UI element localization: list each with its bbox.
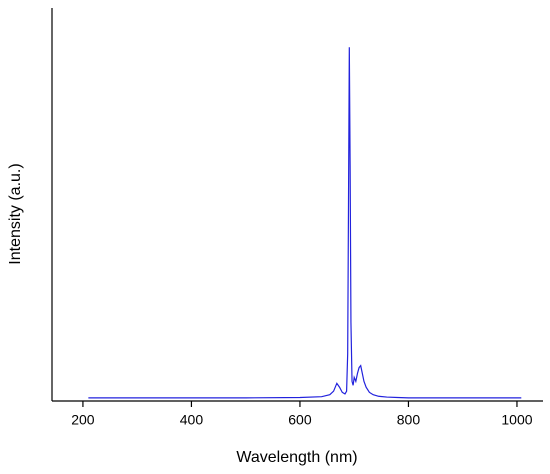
x-tick-label: 800 <box>397 412 421 428</box>
x-tick-label: 1000 <box>501 412 532 428</box>
x-tick-label: 400 <box>180 412 204 428</box>
x-tick-label: 600 <box>288 412 312 428</box>
x-axis-label: Wavelength (nm) <box>236 449 357 466</box>
y-axis-label: Intensity (a.u.) <box>7 163 24 264</box>
x-tick-label: 200 <box>71 412 95 428</box>
spectrum-line <box>88 47 522 399</box>
